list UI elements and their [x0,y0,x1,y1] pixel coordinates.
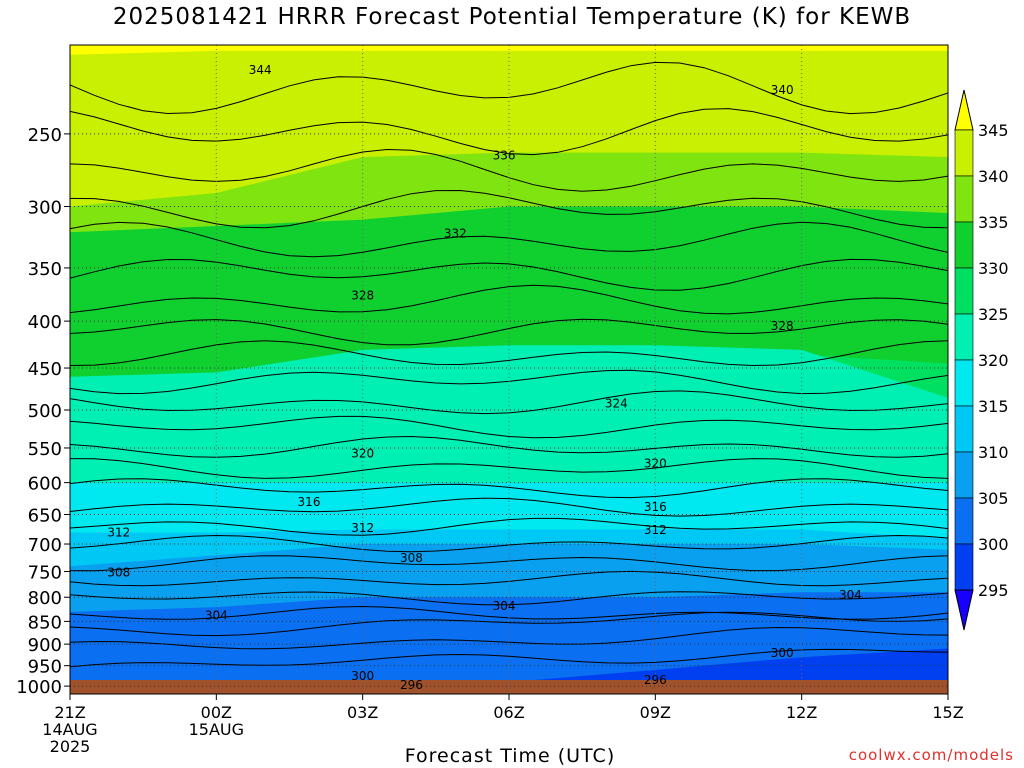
contour-324 [70,390,948,415]
contour-label-316: 316 [298,495,321,509]
contour-label-300: 300 [771,646,794,660]
contour-label-304: 304 [493,599,516,613]
colorbar-swatch [954,129,974,177]
contour-label-328: 328 [771,319,794,333]
y-tick-label: 850 [28,612,62,633]
contour-300 [70,611,948,637]
contour-label-308: 308 [400,551,423,565]
colorbar-label: 305 [978,489,1009,508]
y-tick-label: 750 [28,563,62,584]
colorbar-upper-extend [954,89,974,131]
colorbar-label: 345 [978,121,1009,140]
colorbar-label: 300 [978,535,1009,554]
contour-318 [70,458,948,479]
contour-label-296: 296 [400,678,423,692]
y-tick-label: 500 [28,401,62,422]
y-tick-label: 950 [28,657,62,678]
x-axis-label: Forecast Time (UTC) [404,745,616,767]
contour-label-344: 344 [249,63,272,77]
contour-label-304: 304 [839,588,862,602]
colorbar-label: 340 [978,167,1009,186]
contour-label-296: 296 [644,673,667,687]
contour-label-324: 324 [605,397,628,411]
grid-lines [70,45,948,694]
contour-label-320: 320 [351,447,374,461]
contour-label-332: 332 [444,226,467,240]
x-tick-label: 03Z [347,703,378,722]
x-tick-label: 2025 [50,737,91,756]
x-tick-label: 06Z [493,703,524,722]
contour-label-304: 304 [205,609,228,623]
contour-label-312: 312 [644,523,667,537]
credit-text: coolwx.com/models [848,746,1014,764]
colorbar-lower-extend [954,589,974,631]
colorbar-label: 315 [978,397,1009,416]
colorbar-label: 295 [978,581,1009,600]
colorbar-label: 330 [978,259,1009,278]
y-tick-label: 800 [28,588,62,609]
colorbar: 345 340 335 330 325 320 315 310 305 300 295 [954,89,1009,631]
contour-labels: 344 340 336 332 328 328 324 320 320 316 316 312 312 3… [107,63,862,692]
y-tick-label: 650 [28,506,62,527]
y-tick-label: 450 [28,359,62,380]
chart-title: 2025081421 HRRR Forecast Potential Tempe… [112,4,912,30]
contour-label-312: 312 [351,521,374,535]
contour-312 [70,517,948,536]
colorbar-swatch [954,221,974,269]
x-tick-label: 12Z [786,703,817,722]
colorbar-swatch [954,405,974,453]
contour-label-300: 300 [351,669,374,683]
colorbar-label: 325 [978,305,1009,324]
y-tick-label: 700 [28,535,62,556]
y-tick-label: 400 [28,312,62,333]
x-tick-label: 00Z [201,703,232,722]
contour-298 [70,626,948,650]
terrain-bar [70,680,948,694]
colorbar-swatch [954,497,974,545]
contour-label-316: 316 [644,500,667,514]
contour-label-312: 312 [107,525,130,539]
x-tick-label: 09Z [640,703,671,722]
x-tick-label: 21Z [54,703,85,722]
y-tick-label: 600 [28,474,62,495]
colorbar-swatch [954,267,974,315]
colorbar-swatch [954,359,974,407]
y-tick-label: 250 [28,125,62,146]
colorbar-label: 335 [978,213,1009,232]
x-tick-label: 14AUG [42,720,97,739]
contour-label-340: 340 [771,83,794,97]
colorbar-swatch [954,313,974,361]
x-tick-label: 15Z [932,703,963,722]
y-tick-label: 900 [28,635,62,656]
colorbar-label: 310 [978,443,1009,462]
contour-label-308: 308 [107,566,130,580]
colorbar-label: 320 [978,351,1009,370]
y-tick-label: 300 [28,198,62,219]
contour-304 [70,591,948,606]
contour-label-328: 328 [351,288,374,302]
y-tick-label: 350 [28,259,62,280]
colorbar-swatch [954,451,974,499]
y-axis: 2503003504004505005506006507007508008509… [16,125,70,698]
y-tick-label: 550 [28,439,62,460]
y-tick-label: 1000 [16,677,62,698]
colorbar-swatch [954,175,974,223]
contour-label-320: 320 [644,457,667,471]
contour-label-336: 336 [493,149,516,163]
x-tick-label: 15AUG [189,720,244,739]
contour-328 [70,340,948,367]
colorbar-swatch [954,543,974,591]
